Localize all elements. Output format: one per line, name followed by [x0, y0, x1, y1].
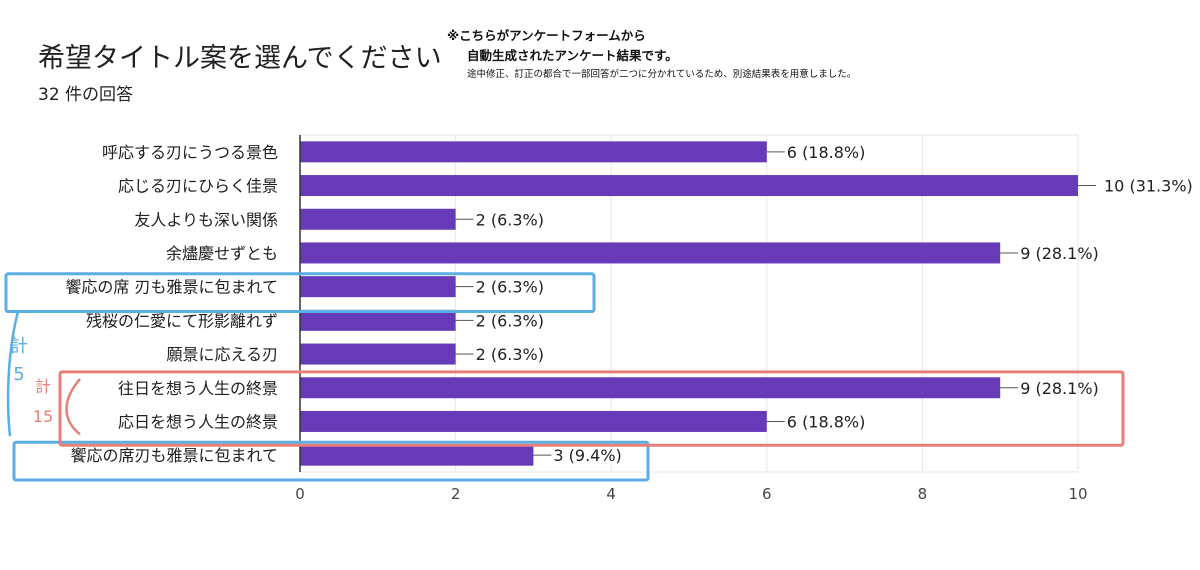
blue-total-annotation: 5 — [13, 364, 24, 385]
value-label: 10 (31.3%) — [1104, 177, 1193, 196]
category-label: 応日を想う人生の終景 — [118, 412, 278, 431]
red-highlight-box — [58, 370, 1125, 447]
category-label: 残桜の仁愛にて形影離れず — [86, 311, 278, 330]
red-total-annotation: 計 — [35, 377, 51, 396]
bar — [300, 343, 456, 365]
value-label: 6 (18.8%) — [787, 412, 866, 431]
note-line-2: 自動生成されたアンケート結果です。 — [467, 48, 678, 63]
value-label: 2 (6.3%) — [476, 210, 544, 229]
x-tick-label: 4 — [606, 485, 616, 503]
x-tick-label: 0 — [295, 485, 305, 503]
blue-bracket — [6, 311, 20, 437]
value-label: 2 (6.3%) — [476, 311, 544, 330]
bar — [300, 242, 1001, 264]
note-line-1: ※こちらがアンケートフォームから — [447, 28, 646, 43]
x-tick-label: 10 — [1068, 485, 1087, 503]
value-label: 3 (9.4%) — [553, 446, 621, 465]
note-line-3: 途中修正、訂正の都合で一部回答が二つに分かれているため、別途結果表を用意しました… — [467, 69, 857, 80]
value-label: 9 (28.1%) — [1020, 379, 1099, 398]
value-label: 2 (6.3%) — [476, 345, 544, 364]
category-label: 願景に応える刃 — [166, 345, 278, 364]
bar — [300, 175, 1078, 197]
category-label: 応じる刃にひらく佳景 — [118, 177, 278, 196]
red-bracket — [65, 378, 81, 436]
bar — [300, 208, 456, 230]
value-label: 2 (6.3%) — [476, 278, 544, 297]
blue-total-annotation: 計 — [10, 336, 28, 357]
x-tick-label: 2 — [451, 485, 461, 503]
category-label: 友人よりも深い関係 — [134, 210, 278, 229]
red-total-annotation: 15 — [33, 407, 53, 426]
blue-highlight-box — [12, 440, 650, 482]
value-label: 6 (18.8%) — [787, 143, 866, 162]
category-label: 余燼慶せずとも — [166, 244, 278, 263]
chart-title: 希望タイトル案を選んでください — [38, 43, 442, 74]
bar — [300, 141, 767, 163]
bar — [300, 309, 456, 331]
blue-highlight-box — [4, 272, 596, 313]
x-tick-label: 6 — [762, 485, 772, 503]
bar — [300, 444, 534, 466]
category-label: 呼応する刃にうつる景色 — [102, 143, 278, 162]
bar — [300, 410, 767, 432]
x-tick-label: 8 — [918, 485, 928, 503]
bar — [300, 377, 1001, 399]
category-label: 饗応の席刃も雅景に包まれて — [70, 446, 278, 465]
bar — [300, 276, 456, 298]
category-label: 往日を想う人生の終景 — [118, 379, 278, 398]
category-label: 饗応の席 刃も雅景に包まれて — [65, 278, 278, 297]
value-label: 9 (28.1%) — [1020, 244, 1099, 263]
response-count: 32 件の回答 — [38, 85, 134, 105]
